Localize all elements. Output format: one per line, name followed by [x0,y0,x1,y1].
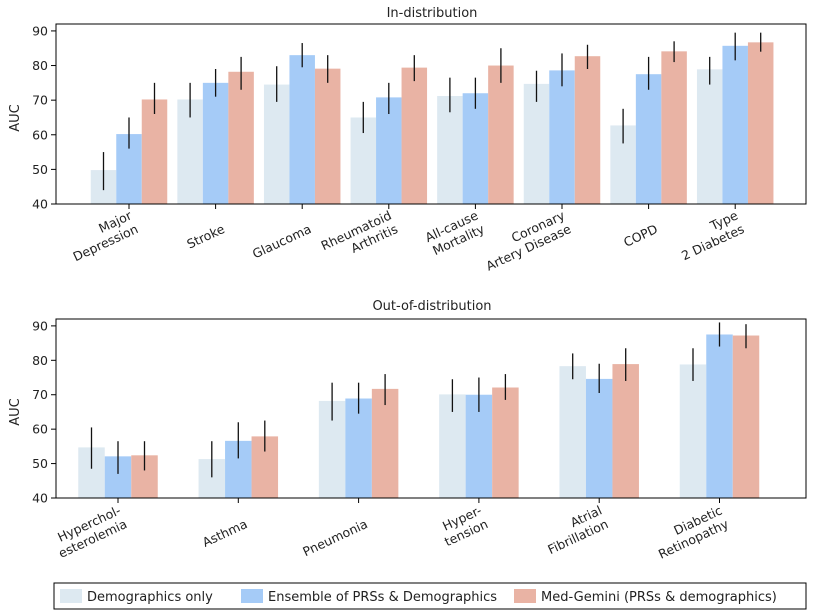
legend: Demographics only Ensemble of PRSs & Dem… [53,582,807,610]
y-tick-label: 50 [32,456,48,471]
bar-medgemini [574,56,601,204]
bar-medgemini [747,42,774,204]
bar-ensemble [345,398,372,498]
bar-ensemble [585,378,613,498]
legend-label-ensemble: Ensemble of PRSs & Demographics [268,590,497,605]
chart-title-out-of-distribution: Out-of-distribution [372,299,491,314]
bar-ensemble [549,70,575,204]
legend-label-medgemini: Med-Gemini (PRSs & demographics) [541,590,777,605]
bar-medgemini [612,364,639,498]
x-tick-label: RheumatoidArthritis [318,208,400,267]
chart-in-distribution: In-distribution AUC 40 50 60 70 80 90 MajorDe… [8,6,807,274]
bar-ensemble [706,334,733,498]
y-tick-label: 50 [32,162,48,177]
y-tick-label: 40 [32,197,48,212]
bar-medgemini [141,99,168,204]
x-tick-label: Pneumonia [300,516,370,559]
y-tick-label: 70 [32,93,48,108]
y-axis: 40 50 60 70 80 90 [32,318,56,506]
x-axis: Hyperchol-esterolemia Asthma Pneumonia Hype… [50,498,732,562]
y-tick-label: 60 [32,422,48,437]
bar-medgemini [661,51,687,204]
x-tick-label: Asthma [200,516,250,550]
bar-ensemble [376,97,402,204]
bar-demographics [679,364,707,498]
bars-group [78,322,760,498]
bar-demographics [437,96,463,204]
x-tick-label: COPD [621,221,660,250]
bar-medgemini [488,65,514,205]
plot-frame [55,318,807,499]
chart-title-in-distribution: In-distribution [387,6,478,21]
y-tick-label: 40 [32,491,48,506]
bar-ensemble [462,93,489,204]
y-tick-label: 90 [32,23,48,38]
y-tick-label: 80 [32,353,48,368]
legend-swatch-medgemini [514,589,536,603]
x-tick-label: MajorDepression [64,207,141,264]
bar-ensemble [635,74,662,204]
legend-frame [53,582,807,610]
legend-swatch-ensemble [241,589,263,603]
y-tick-label: 70 [32,387,48,402]
x-tick-label: AtrialFibrillation [539,503,610,558]
x-tick-label: Hyper-tension [436,503,490,550]
y-tick-label: 80 [32,58,48,73]
x-tick-label: Hyperchol-esterolemia [50,503,130,561]
bar-demographics [696,69,723,204]
x-tick-label: CoronaryArtery Disease [477,207,574,273]
y-axis-label-in-distribution: AUC [8,104,23,132]
plot-frame [55,23,807,205]
x-tick-label: Glaucoma [250,221,314,261]
y-tick-label: 60 [32,127,48,142]
bar-demographics [559,366,586,498]
bars-group [90,32,774,205]
y-axis: 40 50 60 70 80 90 [32,23,56,212]
x-axis: MajorDepression Stroke Glaucoma RheumatoidA… [64,204,747,274]
bar-medgemini [371,388,399,498]
x-tick-label: Type2 Diabetes [673,207,747,263]
bar-demographics [523,83,550,204]
legend-swatch-demographics [60,589,82,603]
y-axis-label-out-of-distribution: AUC [8,398,23,426]
bar-medgemini [314,68,341,205]
y-tick-label: 90 [32,318,48,333]
bar-ensemble [202,82,229,204]
bar-ensemble [722,45,748,204]
bar-medgemini [228,71,254,205]
legend-label-demographics: Demographics only [87,590,213,605]
x-tick-label: All-causeMortality [423,207,488,258]
bar-demographics [263,84,290,204]
x-tick-label: DiabeticRetinopathy [650,502,732,561]
bar-medgemini [732,335,760,498]
bar-medgemini [492,387,519,498]
bar-ensemble [289,55,315,205]
x-tick-label: Stroke [184,221,227,252]
bar-medgemini [401,67,428,204]
chart-out-of-distribution: Out-of-distribution AUC 40 50 60 70 80 90 Hyp… [8,299,807,562]
